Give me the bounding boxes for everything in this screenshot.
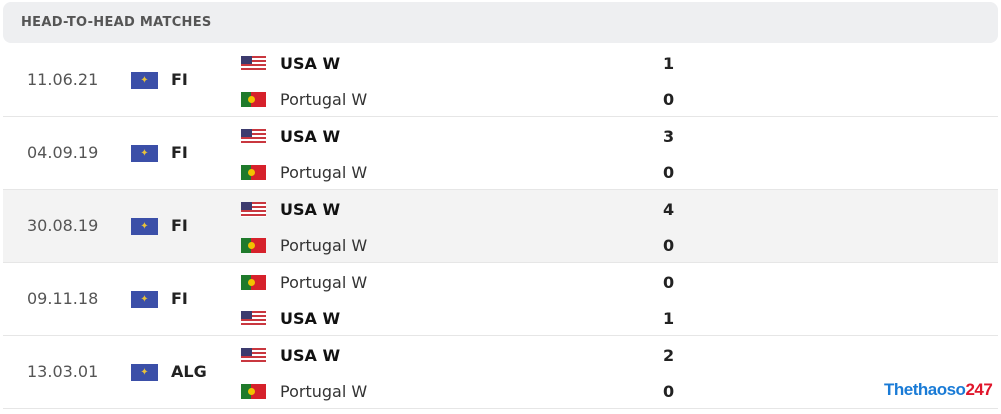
team-score: 0 <box>663 381 675 401</box>
competition-label: FI <box>171 289 188 308</box>
team-name: USA W <box>280 199 341 219</box>
portugal-flag-icon <box>241 274 266 290</box>
team-name: Portugal W <box>280 381 368 401</box>
match-list: 11.06.21 ✦ FI USA W 1 Portugal W 0 04.09.… <box>3 44 998 409</box>
team-away: Portugal W 0 <box>241 159 941 185</box>
team-away: Portugal W 0 <box>241 86 941 112</box>
team-score: 0 <box>663 89 675 109</box>
portugal-flag-icon <box>241 383 266 399</box>
section-header: HEAD-TO-HEAD MATCHES <box>3 2 998 43</box>
competition-label: FI <box>171 143 188 162</box>
portugal-flag-icon <box>241 237 266 253</box>
world-map-icon: ✦ <box>131 72 158 89</box>
watermark-logo: Thethaoso247 <box>884 380 993 399</box>
team-name: USA W <box>280 126 341 146</box>
competition-label: FI <box>171 70 188 89</box>
match-row[interactable]: 30.08.19 ✦ FI USA W 4 Portugal W 0 <box>3 190 998 263</box>
team-score: 1 <box>663 53 675 73</box>
world-map-icon: ✦ <box>131 218 158 235</box>
team-home: USA W 4 <box>241 196 941 222</box>
section-title: HEAD-TO-HEAD MATCHES <box>21 15 212 30</box>
match-date: 30.08.19 <box>27 216 99 235</box>
portugal-flag-icon <box>241 164 266 180</box>
world-map-icon: ✦ <box>131 291 158 308</box>
team-home: USA W 2 <box>241 342 941 368</box>
match-row[interactable]: 04.09.19 ✦ FI USA W 3 Portugal W 0 <box>3 117 998 190</box>
match-date: 09.11.18 <box>27 289 99 308</box>
usa-flag-icon <box>241 55 266 71</box>
team-score: 1 <box>663 308 675 328</box>
team-home: USA W 3 <box>241 123 941 149</box>
team-score: 4 <box>663 199 675 219</box>
world-map-icon: ✦ <box>131 364 158 381</box>
match-date: 13.03.01 <box>27 362 99 381</box>
team-name: Portugal W <box>280 272 368 292</box>
world-map-icon: ✦ <box>131 145 158 162</box>
competition-label: FI <box>171 216 188 235</box>
team-name: USA W <box>280 53 341 73</box>
team-name: Portugal W <box>280 235 368 255</box>
usa-flag-icon <box>241 347 266 363</box>
team-home: USA W 1 <box>241 50 941 76</box>
match-row[interactable]: 11.06.21 ✦ FI USA W 1 Portugal W 0 <box>3 44 998 117</box>
team-away: Portugal W 0 <box>241 378 941 404</box>
team-score: 0 <box>663 235 675 255</box>
match-date: 11.06.21 <box>27 70 99 89</box>
team-score: 2 <box>663 345 675 365</box>
team-away: Portugal W 0 <box>241 232 941 258</box>
usa-flag-icon <box>241 310 266 326</box>
team-name: USA W <box>280 345 341 365</box>
team-away: USA W 1 <box>241 305 941 331</box>
team-score: 3 <box>663 126 675 146</box>
match-row[interactable]: 13.03.01 ✦ ALG USA W 2 Portugal W 0 <box>3 336 998 409</box>
usa-flag-icon <box>241 128 266 144</box>
team-home: Portugal W 0 <box>241 269 941 295</box>
team-name: Portugal W <box>280 162 368 182</box>
usa-flag-icon <box>241 201 266 217</box>
match-date: 04.09.19 <box>27 143 99 162</box>
team-name: USA W <box>280 308 341 328</box>
competition-label: ALG <box>171 362 207 381</box>
team-score: 0 <box>663 272 675 292</box>
match-row[interactable]: 09.11.18 ✦ FI Portugal W 0 USA W 1 <box>3 263 998 336</box>
team-score: 0 <box>663 162 675 182</box>
team-name: Portugal W <box>280 89 368 109</box>
portugal-flag-icon <box>241 91 266 107</box>
